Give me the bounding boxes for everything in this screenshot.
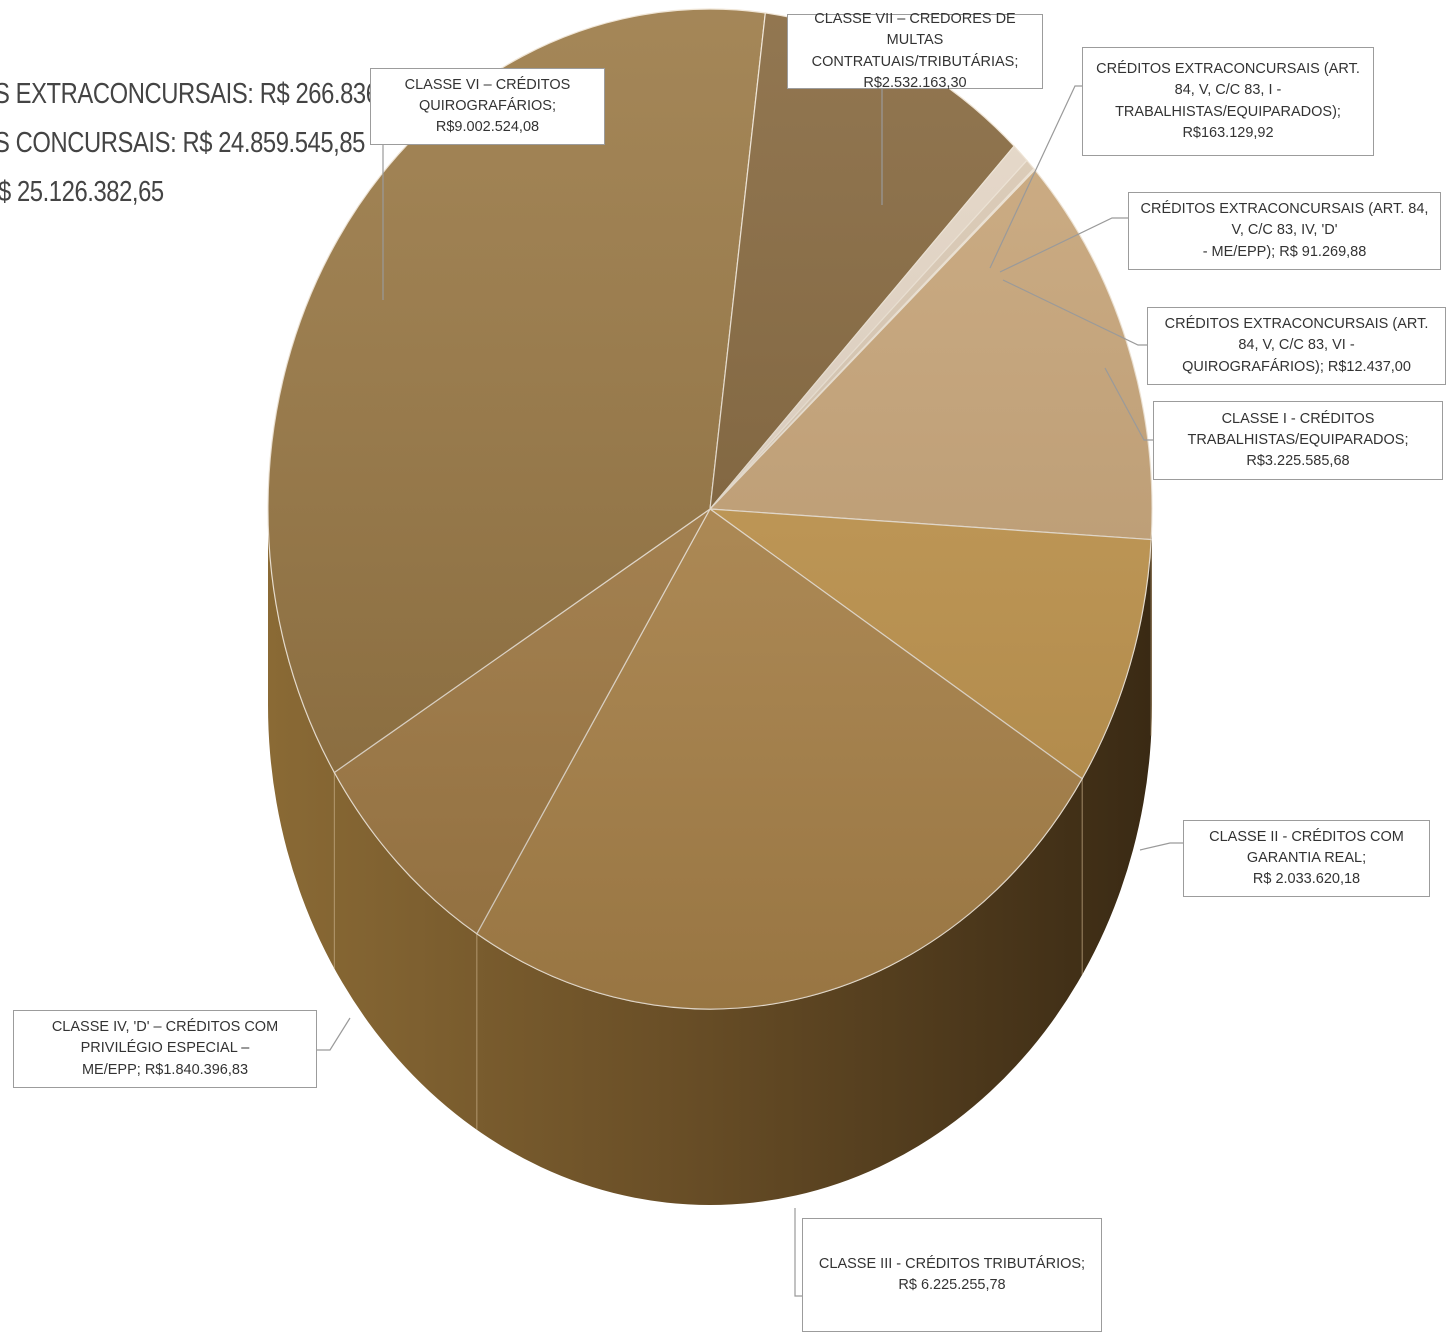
label-classe-ii: CLASSE II - CRÉDITOS COM GARANTIA REAL; R… [1183, 820, 1430, 897]
label-text: CLASSE VII – CREDORES DE MULTAS [814, 11, 1016, 49]
label-text: CLASSE I - CRÉDITOS TRABALHISTAS/EQUIPAR… [1187, 410, 1409, 448]
label-text: CRÉDITOS EXTRACONCURSAIS (ART. 84, V, C/… [1140, 201, 1429, 239]
summary-total: L: R$ 25.126.382,65 [0, 176, 164, 208]
label-text: CLASSE IV, 'D' – CRÉDITOS COM PRIVILÉGIO… [51, 1019, 279, 1057]
label-text: R$3.225.585,68 [1246, 453, 1350, 469]
label-text: CLASSE VI – CRÉDITOS QUIROGRAFÁRIOS; [404, 76, 571, 114]
label-text: QUIROGRAFÁRIOS); R$12.437,00 [1182, 358, 1411, 375]
leader-line [989, 85, 1082, 269]
label-extra-iv: CRÉDITOS EXTRACONCURSAIS (ART. 84, V, C/… [1128, 192, 1441, 270]
label-text: TRABALHISTAS/EQUIPARADOS); [1115, 103, 1341, 120]
summary-extraconcursais: ITOS EXTRACONCURSAIS: R$ 266.836,80 [0, 78, 411, 110]
label-text: CRÉDITOS EXTRACONCURSAIS (ART. 84, V, C/… [1164, 316, 1429, 354]
pie-top [267, 8, 1153, 1010]
label-classe-i: CLASSE I - CRÉDITOS TRABALHISTAS/EQUIPAR… [1153, 401, 1443, 480]
leader-line [1139, 842, 1183, 851]
label-text: R$163.129,92 [1182, 124, 1274, 141]
label-text: CLASSE III - CRÉDITOS TRIBUTÁRIOS; R$ 6.… [818, 1255, 1086, 1293]
label-text: ME/EPP; R$1.840.396,83 [81, 1061, 249, 1078]
leader-line [1104, 367, 1153, 441]
label-text: R$ 2.033.620,18 [1252, 871, 1361, 887]
label-text: CRÉDITOS EXTRACONCURSAIS (ART. 84, V, C/… [1096, 61, 1360, 99]
leader-line [999, 217, 1128, 273]
label-classe-vi: CLASSE VI – CRÉDITOS QUIROGRAFÁRIOS; R$9.… [370, 68, 605, 145]
label-text: - ME/EPP); R$ 91.269,88 [1202, 243, 1367, 260]
label-extra-i: CRÉDITOS EXTRACONCURSAIS (ART. 84, V, C/… [1082, 47, 1374, 156]
summary-concursais: ITOS CONCURSAIS: R$ 24.859.545,85 [0, 127, 365, 159]
label-text: R$9.002.524,08 [435, 119, 540, 135]
label-text: CLASSE II - CRÉDITOS COM GARANTIA REAL; [1209, 828, 1404, 866]
label-classe-vii: CLASSE VII – CREDORES DE MULTAS CONTRATUA… [787, 11, 1043, 91]
leader-lines [317, 85, 1183, 1297]
label-extra-vi: CRÉDITOS EXTRACONCURSAIS (ART. 84, V, C/… [1147, 307, 1446, 385]
label-text: CONTRATUAIS/TRIBUTÁRIAS; R$2.532.163,30 [811, 53, 1019, 91]
leader-line [794, 1208, 802, 1297]
label-classe-iv: CLASSE IV, 'D' – CRÉDITOS COM PRIVILÉGIO… [13, 1010, 317, 1088]
label-classe-iii: CLASSE III - CRÉDITOS TRIBUTÁRIOS; R$ 6.… [802, 1218, 1102, 1332]
leader-line [1002, 279, 1147, 346]
leader-line [317, 1017, 351, 1051]
pie-side-wall [268, 509, 1152, 1205]
